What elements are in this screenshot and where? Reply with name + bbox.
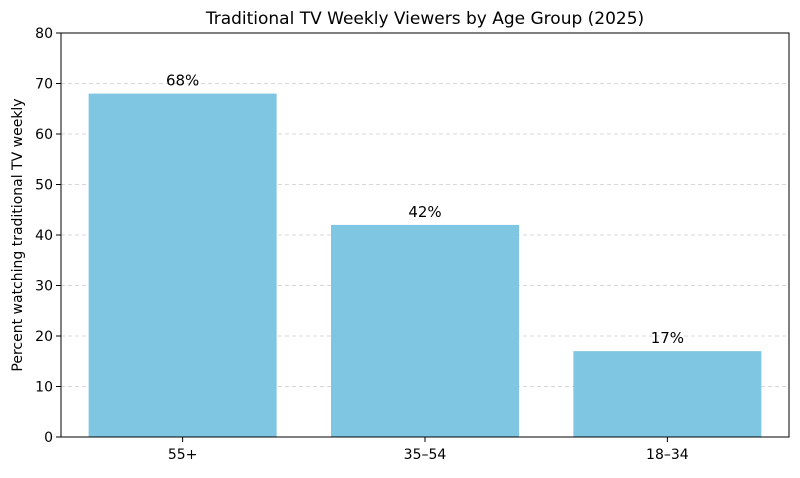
- y-tick-label: 20: [35, 329, 53, 345]
- data-label: 42%: [408, 203, 441, 221]
- y-tick-label: 60: [35, 127, 53, 143]
- y-tick-label: 40: [35, 228, 53, 244]
- data-label: 17%: [651, 329, 684, 347]
- bar: [88, 93, 277, 437]
- x-ticks: 55+ 35–54 18–34: [168, 437, 689, 463]
- x-tick-label: 55+: [168, 447, 198, 463]
- chart-title: Traditional TV Weekly Viewers by Age Gro…: [205, 9, 644, 29]
- data-label: 68%: [166, 72, 199, 90]
- y-tick-label: 0: [44, 430, 53, 446]
- y-tick-label: 70: [35, 77, 53, 93]
- y-tick-label: 10: [35, 380, 53, 396]
- x-tick-label: 35–54: [404, 447, 447, 463]
- y-ticks: 0 10 20 30 40 50 60 70 80: [35, 26, 61, 446]
- data-labels: 68% 42% 17%: [166, 72, 684, 348]
- y-axis-label: Percent watching traditional TV weekly: [10, 98, 26, 371]
- x-tick-label: 18–34: [646, 447, 689, 463]
- y-tick-label: 50: [35, 178, 53, 194]
- y-tick-label: 30: [35, 279, 53, 295]
- bar: [573, 351, 762, 437]
- bar: [331, 224, 519, 437]
- y-tick-label: 80: [35, 26, 53, 42]
- bars: [88, 93, 762, 437]
